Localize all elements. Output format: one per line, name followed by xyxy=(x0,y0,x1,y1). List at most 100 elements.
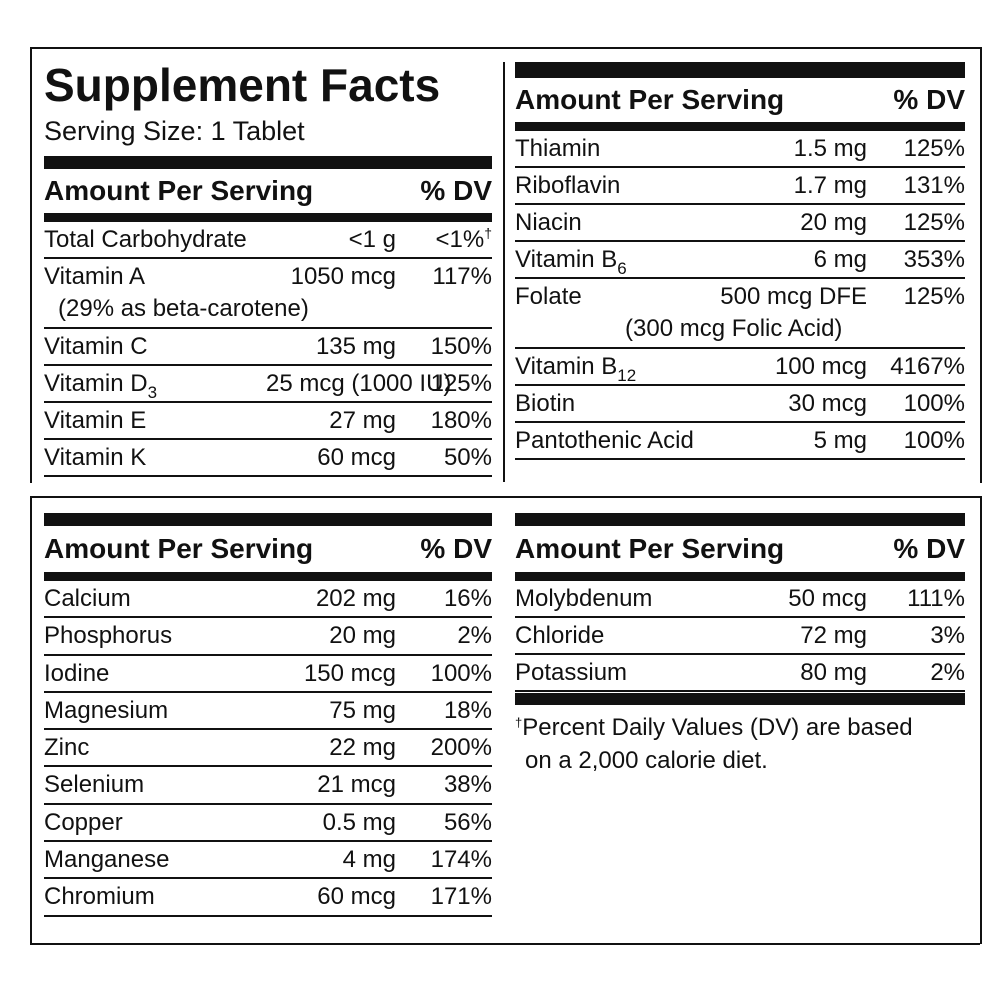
nutrient-dv: 125% xyxy=(430,370,492,397)
nutrient-name-cell: Calcium xyxy=(44,581,249,616)
nutrient-row: Vitamin A 1050 mcg 117% (29% as beta-carote… xyxy=(44,259,492,329)
nutrient-list: Total Carbohydrate <1 g <1%† Vitamin A 1050 … xyxy=(44,222,492,477)
nutrient-name: Riboflavin xyxy=(515,172,621,199)
nutrient-amount: 60 mcg xyxy=(317,444,396,471)
nutrient-dv-cell: 174% xyxy=(396,842,492,877)
nutrient-name-cell: Vitamin D3 xyxy=(44,366,266,403)
nutrient-amount: 22 mg xyxy=(329,734,396,762)
nutrient-dv-cell: <1%† xyxy=(396,222,493,260)
nutrient-row: Biotin 30 mcg 100% xyxy=(515,386,965,423)
nutrient-amount: 100 mcg xyxy=(774,353,867,380)
top-border xyxy=(30,47,980,49)
nutrient-dv: 16% xyxy=(443,585,492,612)
nutrient-dv-cell: 3% xyxy=(867,618,965,653)
nutrient-dv: 174% xyxy=(430,846,492,874)
thick-rule xyxy=(44,572,492,581)
nutrient-list: Calcium 202 mg 16% Phosphorus 20 mg 2% Iodine 1… xyxy=(44,581,492,917)
nutrient-amount: 20 mg xyxy=(329,622,396,650)
nutrient-row: Vitamin K 60 mcg 50% xyxy=(44,440,492,477)
nutrient-name-cell: Potassium xyxy=(515,655,720,690)
nutrient-dv: 100% xyxy=(903,390,965,417)
nutrient-name-cell: Folate xyxy=(515,279,695,314)
nutrient-name: Vitamin K xyxy=(44,444,147,471)
nutrient-dv-cell: 171% xyxy=(396,879,492,914)
nutrient-name: Folate xyxy=(515,283,582,310)
nutrient-name: Vitamin B xyxy=(515,246,618,273)
nutrient-row: Calcium 202 mg 16% xyxy=(44,581,492,619)
nutrient-name: Vitamin E xyxy=(44,407,147,434)
nutrient-dv: 111% xyxy=(907,585,965,612)
nutrient-name: Vitamin B xyxy=(515,353,618,380)
nutrient-row: Manganese 4 mg 174% xyxy=(44,842,492,880)
nutrient-amount: 135 mg xyxy=(315,333,396,360)
footnote-line-1: †Percent Daily Values (DV) are based xyxy=(515,713,965,746)
nutrient-row: Iodine 150 mcg 100% xyxy=(44,656,492,693)
amount-per-serving-label: Amount Per Serving xyxy=(44,533,314,564)
panel-trace-minerals: Amount Per Serving % DV Molybdenum 50 mcg… xyxy=(515,513,965,776)
serving-size: Serving Size: 1 Tablet xyxy=(44,116,305,146)
nutrient-dv: <1% xyxy=(435,226,485,253)
nutrient-name-cell: Vitamin B12 xyxy=(515,349,695,386)
footnote-text-2: on a 2,000 calorie diet. xyxy=(525,747,768,774)
nutrient-name-cell: Magnesium xyxy=(44,693,249,728)
nutrient-row: Niacin 20 mg 125% xyxy=(515,205,965,242)
supplement-facts-title: Supplement Facts xyxy=(44,59,441,111)
nutrient-dv: 125% xyxy=(903,135,965,162)
nutrient-dv-cell: 353% xyxy=(867,242,965,277)
nutrient-amount: 80 mg xyxy=(800,659,867,686)
nutrient-amount: 50 mcg xyxy=(788,585,867,612)
dagger-mark: † xyxy=(515,715,523,730)
panel-b-vitamins: Amount Per Serving % DV Thiamin 1.5 mg 125… xyxy=(515,62,965,460)
nutrient-row: Magnesium 75 mg 18% xyxy=(44,693,492,731)
footnote-line-2: on a 2,000 calorie diet. xyxy=(515,746,965,776)
thick-rule xyxy=(515,693,965,705)
nutrient-dv: 4167% xyxy=(890,353,965,380)
nutrient-name: Iodine xyxy=(44,659,110,687)
amount-per-serving-label: Amount Per Serving xyxy=(44,175,314,206)
nutrient-dv-cell: 150% xyxy=(396,329,492,364)
nutrient-name: Manganese xyxy=(44,846,170,874)
nutrient-name-cell: Manganese xyxy=(44,842,249,877)
nutrient-amount: 1.5 mg xyxy=(793,135,867,162)
nutrient-list: Molybdenum 50 mcg 111% Chloride 72 mg 3% Potas… xyxy=(515,581,965,692)
nutrient-name: Niacin xyxy=(515,209,582,236)
nutrient-subscript: 3 xyxy=(147,383,158,402)
nutrient-amount: 21 mcg xyxy=(317,771,396,799)
nutrient-dv: 50% xyxy=(443,444,492,471)
nutrient-amount: 6 mg xyxy=(813,246,867,273)
nutrient-name: Chloride xyxy=(515,622,605,649)
nutrient-name-cell: Pantothenic Acid xyxy=(515,423,695,458)
nutrient-dv: 2% xyxy=(930,659,965,686)
nutrient-amount: 60 mcg xyxy=(317,883,396,911)
nutrient-name: Copper xyxy=(44,808,123,836)
nutrient-dv: 18% xyxy=(443,696,492,724)
nutrient-name: Biotin xyxy=(515,390,576,417)
dv-label: % DV xyxy=(420,533,492,564)
nutrient-dv-cell: 56% xyxy=(396,805,492,840)
dv-label: % DV xyxy=(420,175,492,206)
nutrient-dv: 56% xyxy=(443,808,492,836)
nutrient-dv-cell: 50% xyxy=(396,440,492,475)
nutrient-dv: 150% xyxy=(430,333,492,360)
nutrient-name: Magnesium xyxy=(44,696,169,724)
nutrient-name: Molybdenum xyxy=(515,585,653,612)
nutrient-row: Phosphorus 20 mg 2% xyxy=(44,618,492,656)
nutrient-dv-cell: 16% xyxy=(396,581,492,616)
nutrient-row: Chromium 60 mcg 171% xyxy=(44,879,492,917)
nutrient-dv: 100% xyxy=(430,659,492,687)
nutrient-name-cell: Total Carbohydrate xyxy=(44,222,266,257)
nutrient-name: Total Carbohydrate xyxy=(44,226,247,253)
nutrient-dv: 38% xyxy=(443,771,492,799)
nutrient-row: Thiamin 1.5 mg 125% xyxy=(515,131,965,168)
nutrient-row: Pantothenic Acid 5 mg 100% xyxy=(515,423,965,460)
nutrient-name-cell: Vitamin K xyxy=(44,440,266,475)
nutrient-dv-cell: 125% xyxy=(867,205,965,240)
dv-dagger: † xyxy=(484,225,492,241)
nutrient-dv: 2% xyxy=(457,622,492,650)
amount-per-serving-label: Amount Per Serving xyxy=(515,84,785,115)
nutrient-amount: 1.7 mg xyxy=(793,172,867,199)
dv-label: % DV xyxy=(893,84,965,115)
dv-label: % DV xyxy=(893,533,965,564)
nutrient-name-cell: Niacin xyxy=(515,205,695,240)
nutrient-amount: 30 mcg xyxy=(788,390,867,417)
